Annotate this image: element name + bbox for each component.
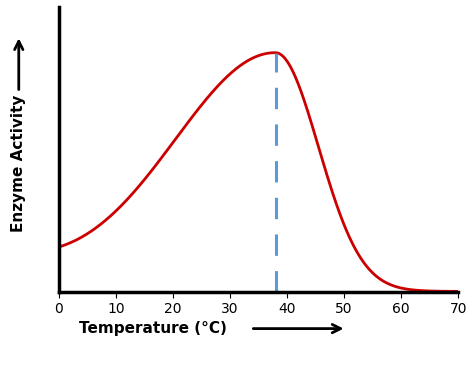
Text: Temperature (°C): Temperature (°C) xyxy=(79,321,227,336)
Text: Enzyme Activity: Enzyme Activity xyxy=(11,95,26,232)
